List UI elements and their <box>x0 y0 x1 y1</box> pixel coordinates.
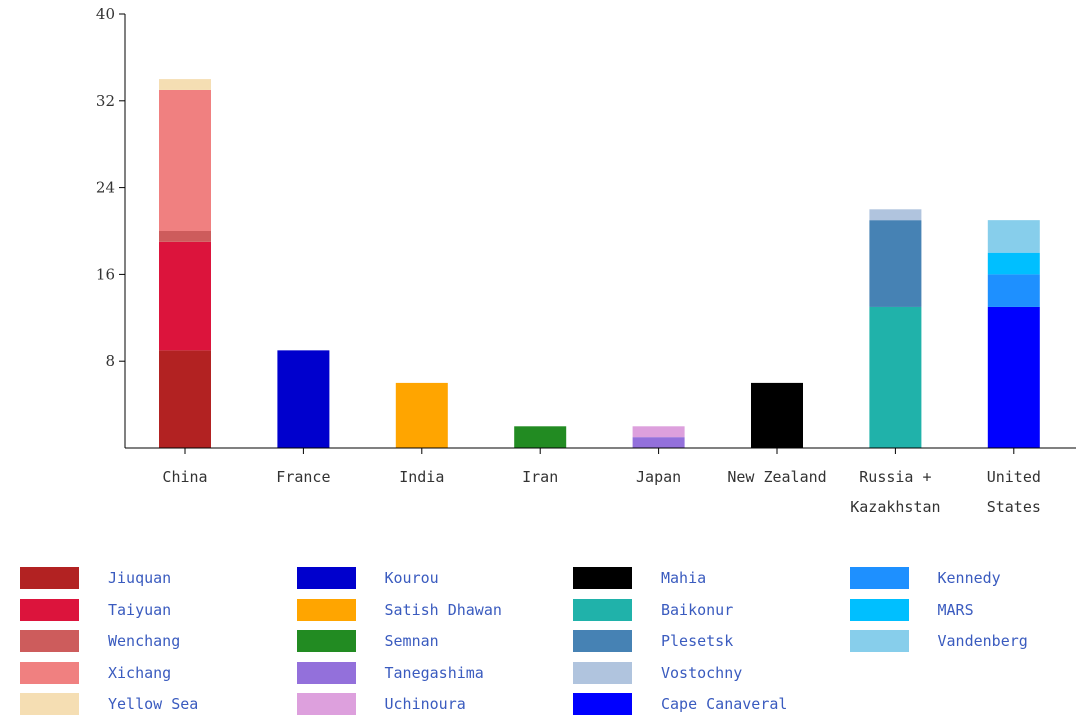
legend-item: Tanegashima <box>296 661 484 685</box>
bar-segment-6-0 <box>869 306 922 448</box>
x-tick-label-7: United <box>987 468 1041 486</box>
legend-label: Cape Canaveral <box>661 695 788 713</box>
x-tick-label-4: Japan <box>636 468 681 486</box>
legend-swatch <box>296 598 356 621</box>
x-tick-label-6: Russia + <box>859 468 931 486</box>
legend-item: Vostochny <box>573 661 742 685</box>
legend-swatch <box>573 567 632 589</box>
legend-item: Uchinoura <box>296 692 466 716</box>
legend-label: MARS <box>937 600 974 619</box>
legend: Jiuquan Taiyuan Wenchang Xichang Yellow Sea K… <box>20 566 1080 722</box>
legend-item: Xichang <box>20 661 171 685</box>
legend-label: Baikonur <box>661 600 734 619</box>
y-tick-label-0: 8 <box>105 352 115 370</box>
legend-label: Vandenberg <box>937 632 1028 650</box>
x-tick-label-0: China <box>162 468 207 486</box>
legend-label: Vostochny <box>661 663 743 682</box>
legend-item: Plesetsk <box>573 629 733 653</box>
bar-segment-6-1 <box>869 220 922 307</box>
y-tick-label-2: 24 <box>96 179 115 197</box>
legend-swatch <box>573 630 632 652</box>
bar-segment-6-2 <box>869 209 922 221</box>
bars-layer <box>159 79 1040 448</box>
legend-swatch <box>573 661 632 684</box>
stacked-bar-chart: 8 16 24 32 40 China France India Iran Japan New Ze… <box>96 5 1076 516</box>
legend-swatch <box>20 630 79 652</box>
bar-segment-0-3 <box>159 89 211 231</box>
legend-label: Kourou <box>384 569 439 587</box>
legend-swatch <box>20 661 79 684</box>
bar-segment-7-2 <box>987 252 1040 275</box>
x-tick-label-7-line2: States <box>987 498 1041 516</box>
legend-item: Wenchang <box>20 629 180 653</box>
bar-segment-0-0 <box>159 350 211 448</box>
bar-segment-0-2 <box>159 231 211 242</box>
legend-swatch <box>849 630 909 652</box>
bar-segment-7-3 <box>987 220 1040 253</box>
bar-segment-5-0 <box>751 382 803 448</box>
bar-segment-7-0 <box>987 306 1040 448</box>
legend-label: Semnan <box>384 632 439 650</box>
bar-segment-4-0 <box>632 437 685 448</box>
legend-swatch <box>573 598 632 621</box>
y-tick-label-3: 32 <box>96 92 115 110</box>
bar-segment-1-0 <box>277 350 330 448</box>
bar-segment-0-1 <box>159 241 211 351</box>
legend-item: Jiuquan <box>20 566 171 590</box>
legend-swatch <box>849 567 909 589</box>
legend-item: Kennedy <box>849 566 1001 590</box>
legend-swatch <box>20 693 79 715</box>
legend-swatch <box>20 598 79 621</box>
y-tick-label-1: 16 <box>96 265 115 283</box>
legend-item: Satish Dhawan <box>296 598 502 622</box>
bar-segment-0-4 <box>159 79 211 90</box>
bar-segment-4-1 <box>632 426 685 438</box>
x-tick-label-5: New Zealand <box>727 468 826 486</box>
legend-label: Tanegashima <box>384 663 484 682</box>
legend-item: Yellow Sea <box>20 692 198 716</box>
legend-item: Kourou <box>296 566 439 590</box>
bar-segment-3-0 <box>514 426 567 448</box>
legend-item: Semnan <box>296 629 439 653</box>
legend-label: Wenchang <box>108 632 181 650</box>
legend-swatch <box>296 630 356 652</box>
legend-label: Satish Dhawan <box>384 600 502 619</box>
legend-item: Baikonur <box>573 598 733 622</box>
axes-layer: 8 16 24 32 40 China France India Iran Japan New Ze… <box>96 5 1076 516</box>
bar-segment-2-0 <box>395 382 448 448</box>
y-tick-label-4: 40 <box>96 5 115 23</box>
legend-swatch <box>573 693 632 715</box>
legend-label: Yellow Sea <box>108 695 199 713</box>
legend-label: Uchinoura <box>384 695 466 713</box>
legend-swatch <box>296 661 356 684</box>
legend-item: MARS <box>849 598 974 622</box>
legend-item: Vandenberg <box>849 629 1028 653</box>
legend-swatch <box>849 598 909 621</box>
legend-label: Xichang <box>108 663 172 682</box>
x-tick-label-6-line2: Kazakhstan <box>850 498 940 516</box>
legend-label: Jiuquan <box>108 569 172 587</box>
x-tick-label-1: France <box>276 468 330 486</box>
legend-label: Taiyuan <box>108 600 172 619</box>
legend-item: Cape Canaveral <box>573 692 787 716</box>
legend-swatch <box>296 693 356 715</box>
legend-item: Taiyuan <box>20 598 171 622</box>
legend-label: Plesetsk <box>661 632 734 650</box>
x-tick-label-3: Iran <box>522 468 558 486</box>
x-tick-label-2: India <box>399 468 444 486</box>
legend-swatch <box>296 567 356 589</box>
legend-label: Mahia <box>661 569 707 587</box>
legend-swatch <box>20 567 79 589</box>
legend-item: Mahia <box>573 566 706 590</box>
legend-label: Kennedy <box>937 569 1001 587</box>
bar-segment-7-1 <box>987 274 1040 307</box>
